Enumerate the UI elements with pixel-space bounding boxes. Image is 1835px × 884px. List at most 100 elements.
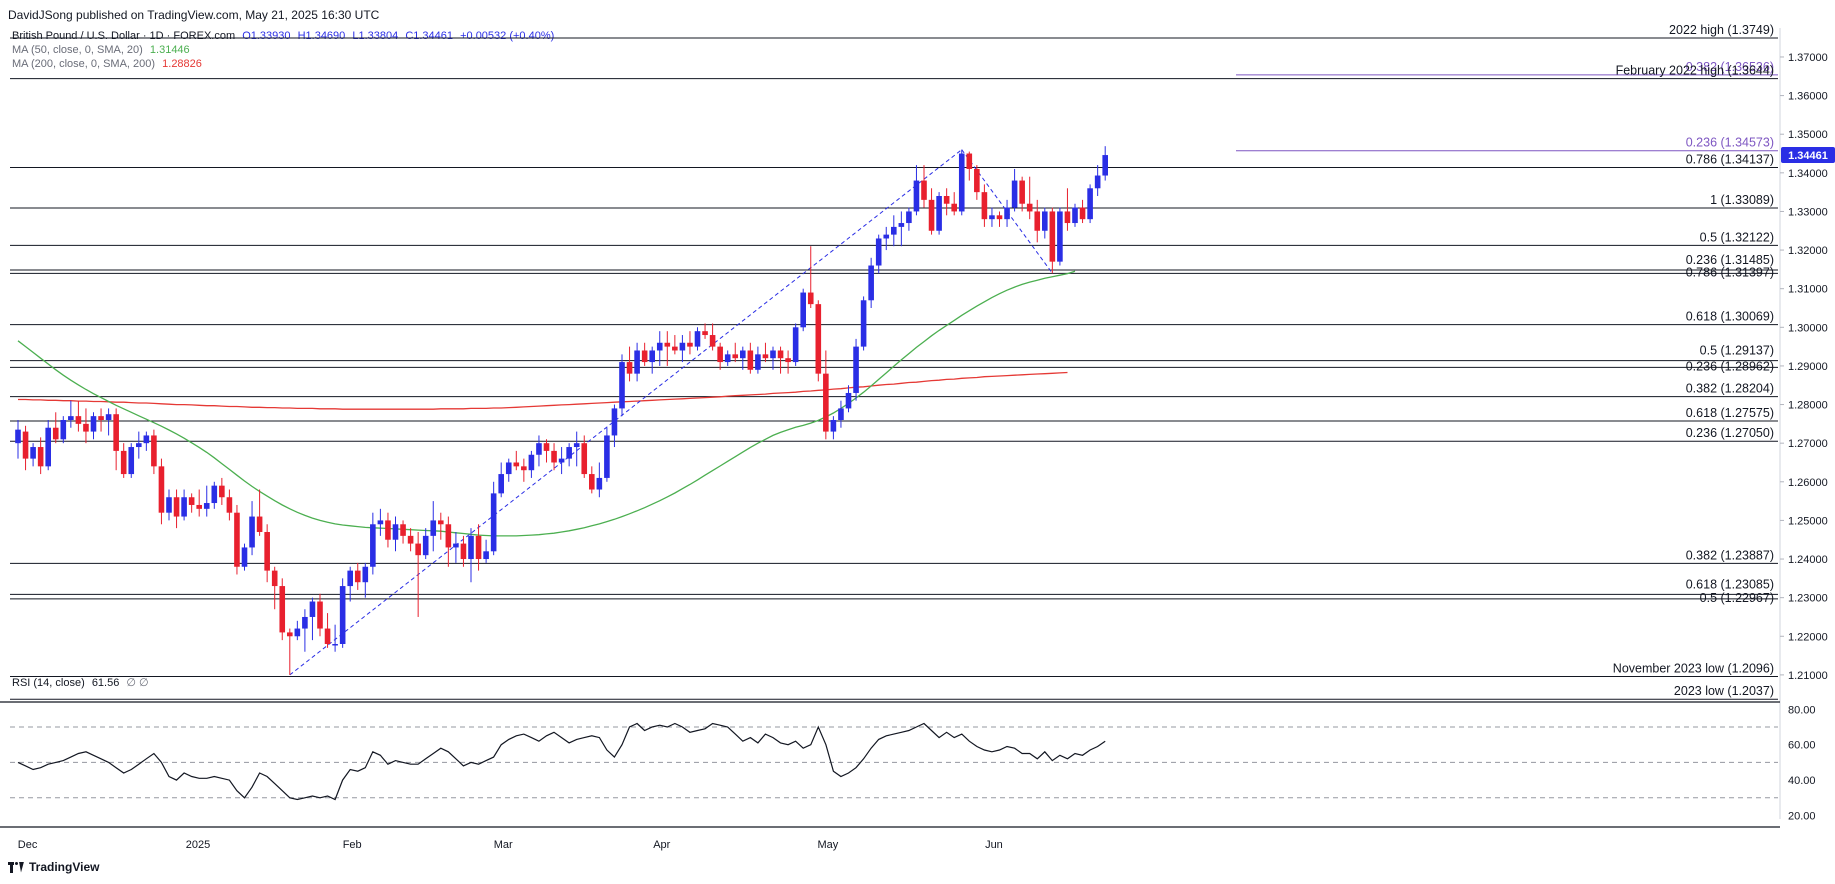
candle-body[interactable] [989, 215, 995, 220]
candle-body[interactable] [634, 350, 640, 374]
candle-body[interactable] [589, 474, 595, 490]
candle-body[interactable] [354, 570, 361, 583]
candle-body[interactable] [755, 354, 761, 370]
candle-body[interactable] [256, 516, 263, 532]
candle-body[interactable] [166, 497, 172, 513]
candle-body[interactable] [249, 516, 255, 548]
candle-body[interactable] [853, 346, 859, 393]
candle-body[interactable] [490, 493, 497, 552]
candle-body[interactable] [1087, 188, 1093, 220]
candle-body[interactable] [694, 331, 701, 347]
candle-body[interactable] [332, 644, 338, 646]
candle-body[interactable] [324, 628, 331, 644]
candle-body[interactable] [294, 628, 301, 637]
candle-body[interactable] [460, 543, 467, 560]
candle-body[interactable] [468, 535, 474, 560]
candle-body[interactable] [913, 180, 920, 212]
candle-body[interactable] [838, 408, 844, 420]
candle-body[interactable] [823, 373, 829, 432]
candle-body[interactable] [196, 504, 202, 509]
candle-body[interactable] [679, 342, 686, 351]
candle-body[interactable] [120, 450, 127, 475]
candle-body[interactable] [45, 427, 51, 467]
candle-body[interactable] [1004, 207, 1010, 220]
candle-body[interactable] [1034, 211, 1041, 231]
candle-body[interactable] [339, 586, 346, 644]
candle-body[interactable] [234, 512, 240, 567]
candle-body[interactable] [226, 497, 233, 513]
candle-body[interactable] [445, 524, 452, 548]
rsi-legend[interactable]: RSI (14, close) 61.56 ∅ ∅ [12, 676, 153, 689]
candle-body[interactable] [302, 616, 308, 629]
candle-body[interactable] [453, 543, 459, 548]
candle-body[interactable] [377, 520, 384, 525]
candle-body[interactable] [483, 551, 489, 560]
candle-body[interactable] [906, 211, 912, 224]
candle-body[interactable] [581, 443, 588, 475]
candle-body[interactable] [573, 443, 580, 448]
candle-body[interactable] [173, 497, 180, 517]
candle-body[interactable] [513, 462, 520, 467]
candle-body[interactable] [113, 414, 119, 451]
candle-body[interactable] [974, 168, 980, 193]
symbol-name[interactable]: British Pound / U.S. Dollar · 1D · FOREX… [12, 30, 236, 42]
candle-body[interactable] [75, 416, 82, 424]
candle-body[interactable] [136, 443, 142, 448]
candle-body[interactable] [158, 466, 165, 513]
candle-body[interactable] [438, 520, 444, 525]
candle-body[interactable] [687, 342, 693, 347]
candle-body[interactable] [883, 234, 890, 239]
candle-body[interactable] [709, 335, 716, 347]
candle-body[interactable] [724, 354, 731, 363]
candle-body[interactable] [30, 447, 36, 459]
candle-body[interactable] [845, 392, 852, 409]
candle-body[interactable] [536, 443, 542, 455]
candle-body[interactable] [717, 346, 723, 363]
candle-body[interactable] [279, 586, 286, 633]
candle-body[interactable] [400, 524, 406, 536]
candle-body[interactable] [800, 292, 806, 328]
candle-body[interactable] [747, 350, 754, 370]
candle-body[interactable] [317, 601, 323, 629]
candle-body[interactable] [649, 350, 655, 363]
candle-body[interactable] [762, 354, 769, 359]
ma50-legend[interactable]: MA (50, close, 0, SMA, 20) 1.31446 [12, 44, 194, 56]
candle-body[interactable] [219, 485, 225, 498]
candle-body[interactable] [785, 358, 791, 363]
candle-body[interactable] [1057, 211, 1063, 262]
rsi-line[interactable] [17, 722, 1106, 801]
candle-body[interactable] [362, 566, 369, 583]
candle-body[interactable] [898, 223, 905, 227]
candle-body[interactable] [98, 416, 104, 420]
candle-body[interactable] [1094, 175, 1101, 189]
candle-body[interactable] [981, 192, 988, 220]
candle-body[interactable] [385, 520, 391, 540]
candle-body[interactable] [521, 466, 527, 471]
candle-body[interactable] [792, 327, 799, 363]
candle-body[interactable] [604, 435, 610, 478]
axes[interactable]: 1.37000 1.36000 1.35000 1.34000 1.33000 1.320… [0, 28, 1835, 851]
candle-body[interactable] [68, 416, 74, 420]
candle-body[interactable] [15, 429, 21, 444]
candle-body[interactable] [1019, 180, 1025, 204]
candle-body[interactable] [664, 342, 671, 347]
candle-body[interactable] [309, 601, 316, 617]
candle-body[interactable] [1011, 180, 1018, 208]
candle-body[interactable] [203, 503, 210, 509]
candle-body[interactable] [1072, 207, 1078, 224]
candle-body[interactable] [830, 420, 837, 432]
candle-body[interactable] [596, 477, 603, 490]
candle-body[interactable] [966, 153, 973, 169]
candle-body[interactable] [1042, 211, 1048, 231]
candle-body[interactable] [498, 474, 504, 494]
candle-body[interactable] [860, 300, 867, 347]
rsi-panel[interactable]: 80.00 60.00 40.00 20.00 [10, 704, 1816, 822]
candle-body[interactable] [611, 408, 618, 436]
candle-body[interactable] [815, 304, 822, 374]
candle-body[interactable] [996, 215, 1003, 220]
candle-body[interactable] [143, 435, 150, 444]
candle-body[interactable] [505, 462, 512, 475]
candle-body[interactable] [672, 346, 678, 351]
candle-body[interactable] [60, 420, 67, 440]
